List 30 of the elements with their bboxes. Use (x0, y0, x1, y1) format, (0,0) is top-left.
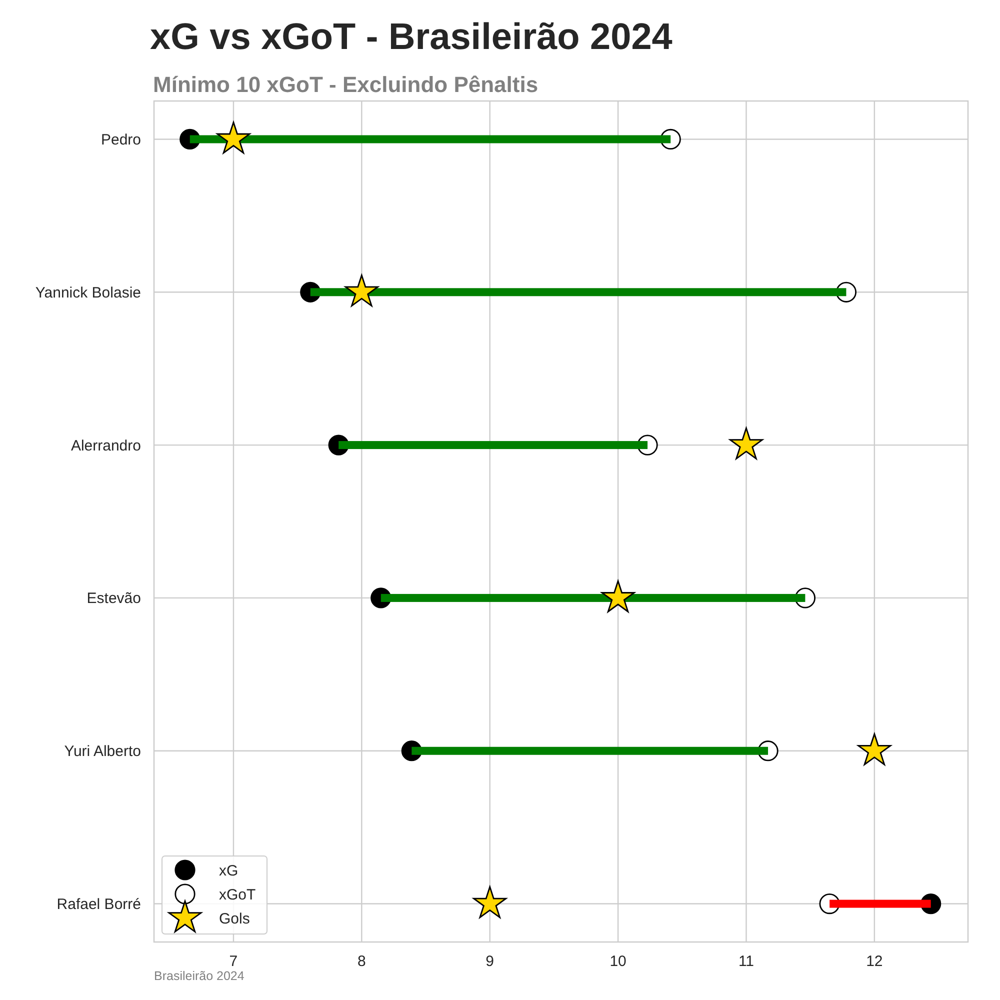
y-tick-label: Rafael Borré (56, 896, 141, 914)
legend-label: Gols (219, 910, 250, 928)
x-tick-label: 9 (486, 953, 494, 970)
chart-subtitle: Mínimo 10 xGoT - Excluindo Pênaltis (153, 72, 538, 97)
point (601, 580, 635, 612)
point (858, 733, 892, 766)
bar (412, 746, 768, 755)
y-tick-label: Yannick Bolasie (35, 284, 141, 302)
point (344, 274, 378, 306)
point (729, 427, 763, 460)
text: Brasileirão 2024 (154, 969, 244, 983)
bar (338, 441, 648, 450)
y-tick-label: Yuri Alberto (64, 743, 141, 760)
x-tick-label: 10 (610, 953, 626, 970)
x-tick-label: 7 (229, 953, 238, 970)
bar (830, 900, 931, 908)
x-tick-label: 11 (738, 953, 754, 970)
y-tick-label: Pedro (100, 131, 141, 148)
point (216, 122, 250, 154)
bar (310, 288, 846, 296)
legend-label: xG (219, 862, 238, 880)
point (473, 886, 507, 918)
legend-label: xGoT (219, 886, 256, 904)
x-tick-label: 8 (357, 953, 366, 970)
chart-title: xG vs xGoT - Brasileirão 2024 (150, 16, 673, 57)
bar (190, 135, 671, 144)
x-tick-label: 12 (866, 953, 883, 970)
bar (380, 594, 806, 602)
y-tick-label: Alerrandro (70, 437, 141, 454)
y-tick-label: Estevão (86, 590, 141, 608)
